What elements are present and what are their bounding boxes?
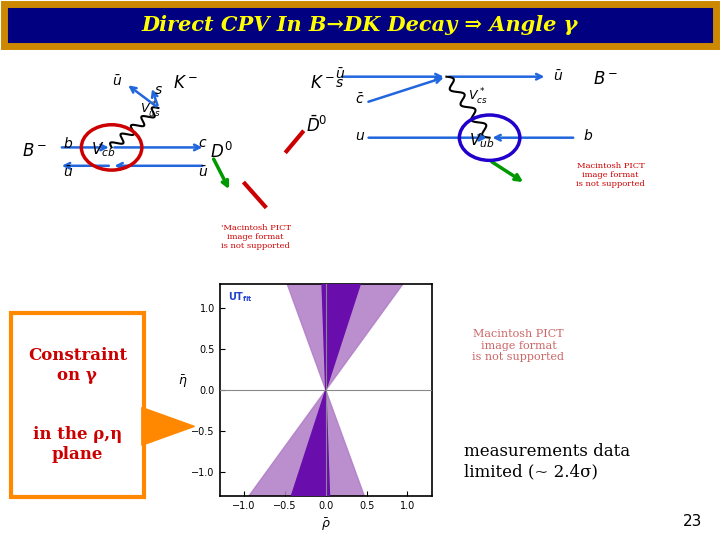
Text: $\bar{u}$: $\bar{u}$ [335, 67, 345, 82]
Text: $V_{us}^*$: $V_{us}^*$ [140, 100, 161, 120]
Text: Macintosh PICT
image format
is not supported: Macintosh PICT image format is not suppo… [576, 162, 645, 188]
Polygon shape [325, 266, 402, 390]
Polygon shape [285, 390, 330, 521]
Text: $\bar{u}$: $\bar{u}$ [553, 69, 563, 84]
Text: $u$: $u$ [355, 129, 365, 143]
FancyBboxPatch shape [11, 313, 144, 497]
Text: in the ρ,η
plane: in the ρ,η plane [33, 426, 122, 462]
Polygon shape [325, 390, 371, 521]
Text: Constraint
on γ: Constraint on γ [28, 348, 127, 384]
Text: $c$: $c$ [198, 136, 207, 150]
Text: $\bar{u}$: $\bar{u}$ [63, 165, 73, 180]
Y-axis label: $\bar{\eta}$: $\bar{\eta}$ [178, 374, 188, 390]
Polygon shape [142, 408, 194, 445]
Text: $B^-$: $B^-$ [22, 143, 47, 160]
Text: $D^0$: $D^0$ [210, 142, 233, 163]
Text: $B^-$: $B^-$ [593, 71, 618, 89]
Text: $\bar{u}$: $\bar{u}$ [198, 165, 208, 180]
Text: $\bar{c}$: $\bar{c}$ [355, 92, 364, 107]
Text: $b$: $b$ [583, 127, 593, 143]
Text: $s$: $s$ [154, 83, 163, 97]
Polygon shape [321, 259, 366, 390]
X-axis label: $\bar{\rho}$: $\bar{\rho}$ [321, 517, 330, 534]
Text: $\bar{D}^0$: $\bar{D}^0$ [306, 115, 328, 136]
Text: $\mathbf{UT_{fit}}$: $\mathbf{UT_{fit}}$ [228, 291, 253, 304]
Text: $V_{cs}^*$: $V_{cs}^*$ [468, 87, 487, 107]
Text: $K^-$: $K^-$ [173, 75, 198, 92]
Polygon shape [281, 260, 325, 390]
Text: $b$: $b$ [63, 136, 73, 151]
Text: Direct CPV In B→DK Decay ⇒ Angle γ: Direct CPV In B→DK Decay ⇒ Angle γ [142, 15, 578, 35]
Text: 23: 23 [683, 514, 702, 529]
Polygon shape [249, 390, 325, 515]
Text: $V_{cb}$: $V_{cb}$ [91, 141, 116, 159]
Text: Macintosh PICT
image format
is not supported: Macintosh PICT image format is not suppo… [472, 329, 564, 362]
Text: measurements data
limited (~ 2.4σ): measurements data limited (~ 2.4σ) [464, 443, 631, 480]
Text: $s$: $s$ [335, 76, 343, 90]
Text: 'Macintosh PICT
image format
is not supported: 'Macintosh PICT image format is not supp… [220, 224, 291, 251]
FancyBboxPatch shape [4, 4, 716, 46]
Text: $K^-$: $K^-$ [310, 75, 335, 92]
Text: $V_{ub}$: $V_{ub}$ [469, 131, 495, 150]
Text: $\bar{u}$: $\bar{u}$ [112, 75, 122, 90]
